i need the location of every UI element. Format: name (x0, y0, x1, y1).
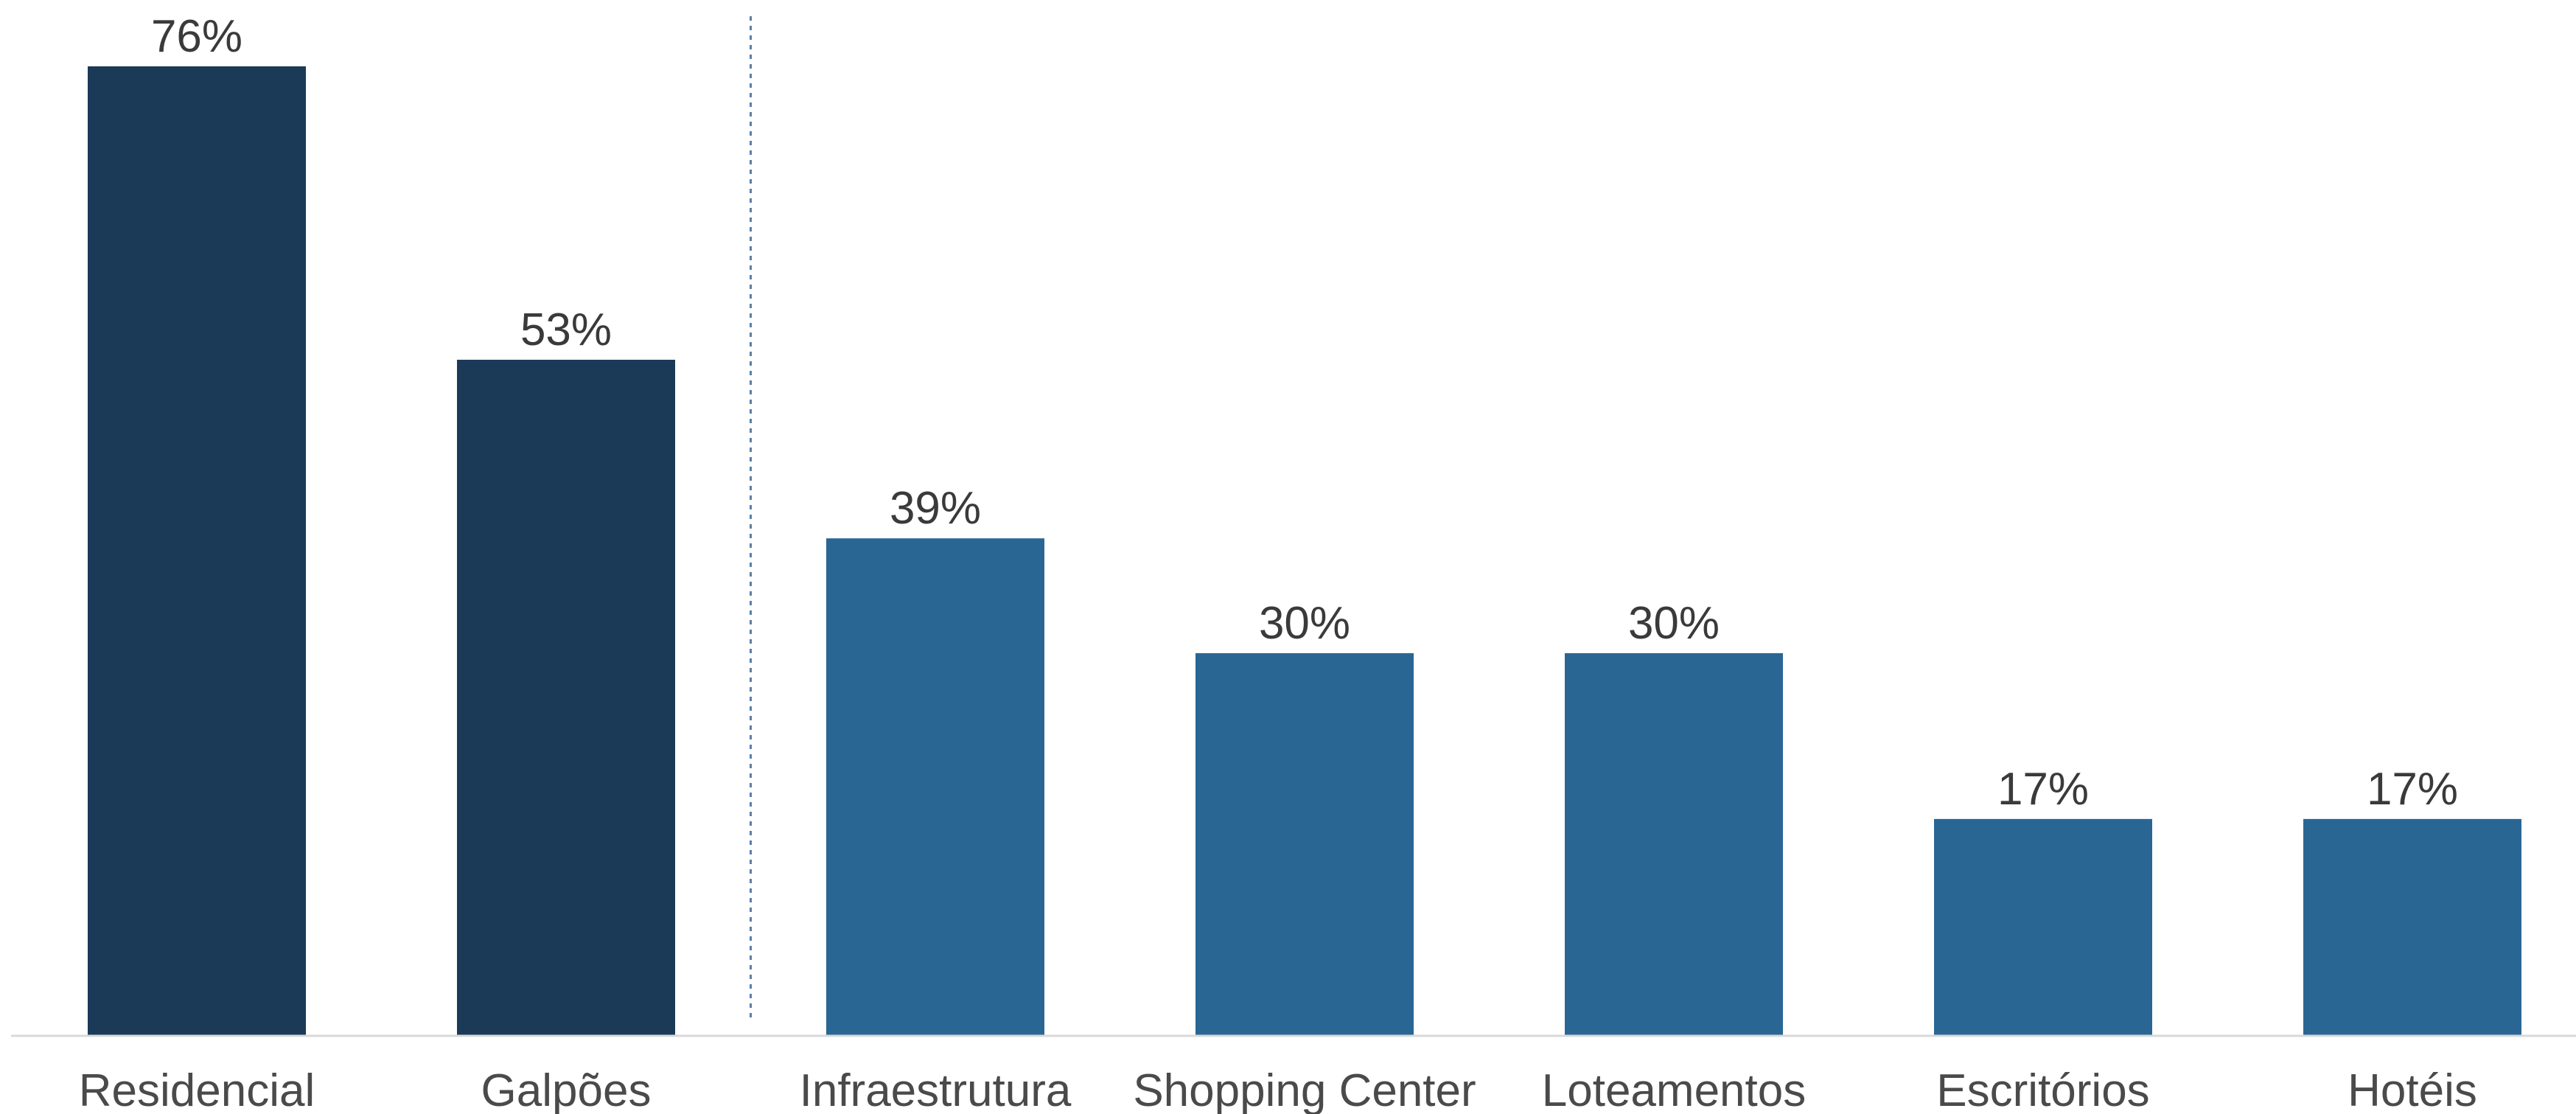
value-labels-layer: 76% 53% 39% 30% 30% 17% 17% (151, 11, 2458, 815)
category-label-2: Infraestrutura (800, 1065, 1072, 1114)
bar-3 (1195, 652, 1414, 1036)
category-label-3: Shopping Center (1133, 1065, 1476, 1114)
value-label-6: 17% (2367, 764, 2458, 815)
x-axis: Residencial Galpões Infraestrutura Shopping… (11, 16, 2576, 1114)
bar-6 (2303, 818, 2521, 1036)
category-label-1: Galpões (481, 1065, 652, 1114)
category-label-0: Residencial (79, 1065, 315, 1114)
category-label-5: Escritórios (1936, 1065, 2149, 1114)
bar-0 (88, 66, 306, 1036)
bars-layer (88, 66, 2521, 1036)
value-label-4: 30% (1628, 598, 1720, 649)
bar-4 (1565, 652, 1783, 1036)
bar-2 (826, 538, 1044, 1036)
bar-5 (1934, 818, 2152, 1036)
value-label-5: 17% (1997, 764, 2089, 815)
value-label-1: 53% (520, 304, 612, 355)
bar-1 (457, 359, 675, 1036)
value-label-3: 30% (1259, 598, 1350, 649)
value-label-2: 39% (890, 483, 981, 534)
category-label-4: Loteamentos (1542, 1065, 1806, 1114)
value-label-0: 76% (151, 11, 242, 62)
category-label-6: Hotéis (2348, 1065, 2477, 1114)
